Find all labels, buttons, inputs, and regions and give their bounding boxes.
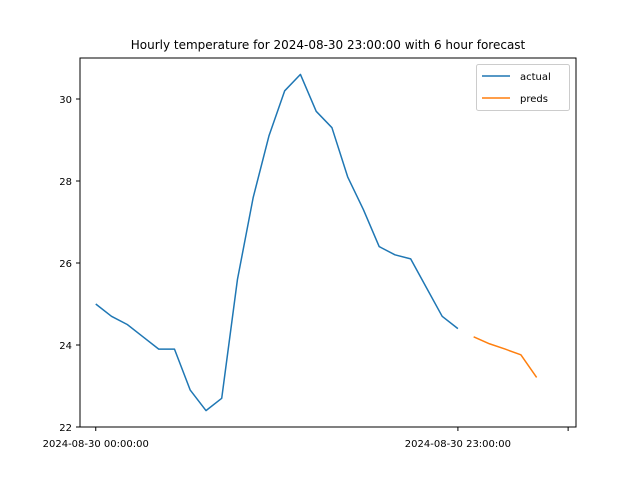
- y-tick-label: 26: [59, 259, 72, 270]
- legend: actual preds: [476, 64, 570, 111]
- y-axis: 22 24 26 28 30: [59, 95, 80, 434]
- legend-label-preds: preds: [520, 94, 548, 105]
- x-tick-label: 2024-08-30 23:00:00: [405, 439, 511, 450]
- legend-label-actual: actual: [520, 72, 551, 83]
- chart-title: Hourly temperature for 2024-08-30 23:00:…: [131, 38, 526, 52]
- y-tick-label: 28: [59, 177, 72, 188]
- series-layer: [95, 73, 538, 412]
- plot-area: 2024-08-30 00:00:00 2024-08-30 23:00:00 2…: [43, 57, 577, 450]
- x-axis: 2024-08-30 00:00:00 2024-08-30 23:00:00: [43, 427, 569, 450]
- series-line-actual: [95, 73, 459, 412]
- y-tick-label: 24: [59, 341, 72, 352]
- axes-frame: [79, 57, 577, 428]
- series-line-preds: [473, 336, 538, 378]
- y-tick-label: 22: [59, 423, 72, 434]
- y-tick-label: 30: [59, 95, 72, 106]
- x-tick-label: 2024-08-30 00:00:00: [43, 439, 149, 450]
